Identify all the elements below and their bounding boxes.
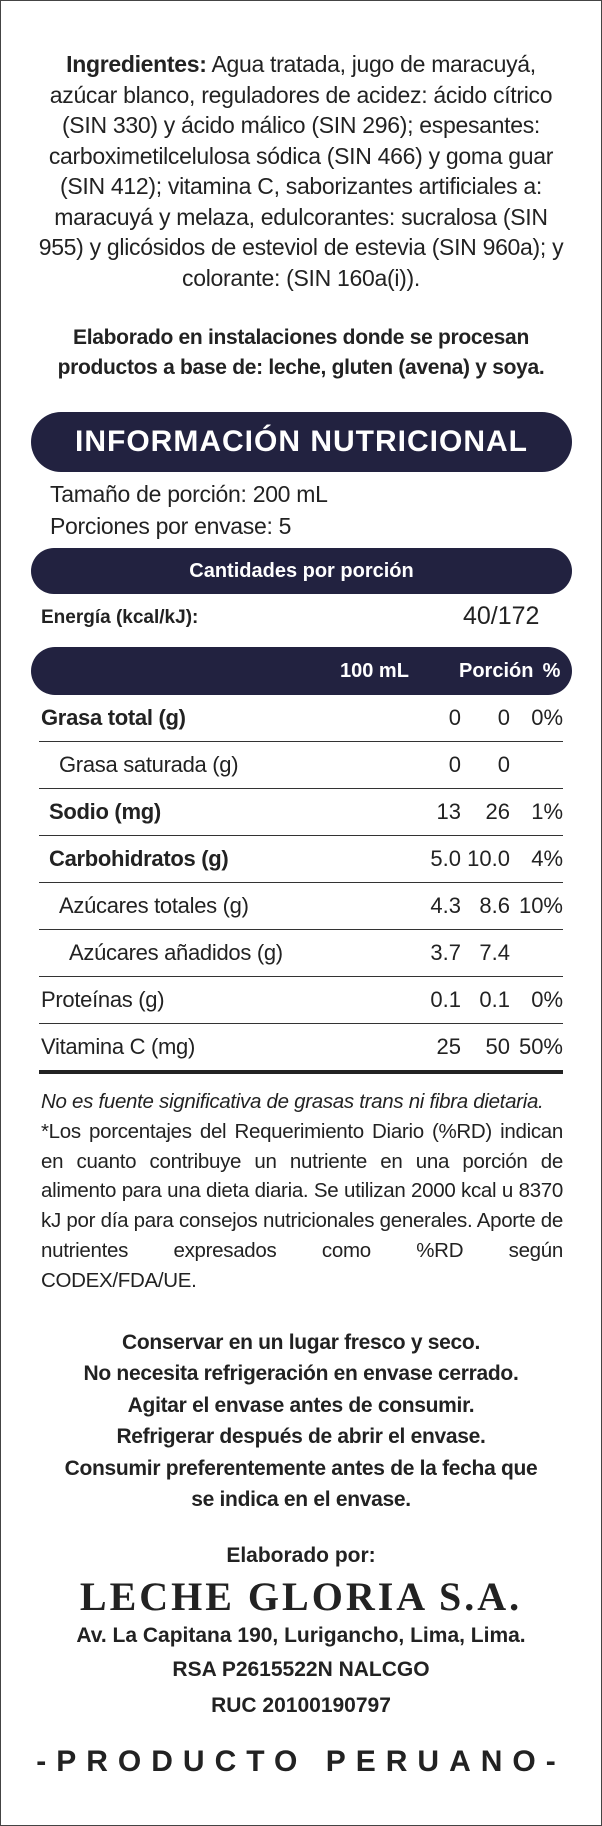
value-rd: 0% [531, 705, 563, 730]
ingredients-list: Agua tratada, jugo de maracuyá, azúcar b… [38, 51, 564, 291]
value-per-portion: 0.1 [479, 987, 510, 1012]
serving-size: Tamaño de porción: 200 mL [50, 481, 328, 507]
value-per-100: 3.7 [430, 940, 461, 965]
made-by-label: Elaborado por: [226, 1544, 376, 1567]
value-per-100: 0.1 [430, 987, 461, 1012]
nutrition-table-header: 100 mL Porción % RD* [31, 647, 572, 730]
ruc-code: RUC 20100190797 [211, 1694, 391, 1717]
value-per-100: 13 [436, 799, 461, 824]
nutrition-title: INFORMACIÓN NUTRICIONAL [31, 412, 572, 472]
table-row: Vitamina C (mg) 25 50 50% [39, 1024, 563, 1074]
value-rd: 1% [531, 799, 563, 824]
nutrient-name: Grasa total (g) [41, 705, 186, 730]
value-per-portion: 10.0 [467, 846, 510, 871]
column-per-100: 100 mL [340, 660, 409, 682]
nutrient-name: Grasa saturada (g) [59, 752, 239, 777]
nutrient-name: Carbohidratos (g) [49, 846, 229, 871]
servings-per-container: Porciones por envase: 5 [50, 513, 292, 539]
rd-explanation: *Los porcentajes del Requerimiento Diari… [41, 1120, 563, 1292]
nutrient-name: Vitamina C (mg) [41, 1034, 196, 1059]
company-name: LECHE GLORIA S.A. [79, 1574, 523, 1619]
value-per-100: 0 [448, 752, 461, 777]
nutrient-name: Proteínas (g) [41, 987, 165, 1012]
no-source-note: No es fuente significativa de grasas tra… [41, 1090, 544, 1113]
value-per-portion: 8.6 [479, 893, 510, 918]
table-row: Proteínas (g) 0.1 0.1 0% [39, 977, 563, 1024]
storage-line: No necesita refrigeración en envase cerr… [83, 1362, 519, 1386]
nutrient-name: Sodio (mg) [49, 799, 161, 824]
nutrient-name: Azúcares añadidos (g) [69, 940, 283, 965]
per-serving-header: Cantidades por porción [31, 548, 572, 594]
value-per-100: 5.0 [430, 846, 461, 871]
ingredients-label: Ingredientes: [66, 51, 207, 77]
company-address: Av. La Capitana 190, Lurigancho, Lima, L… [76, 1624, 526, 1647]
storage-instructions: Conservar en un lugar fresco y seco. No … [31, 1327, 571, 1515]
storage-line: Consumir preferentemente antes de la fec… [64, 1456, 538, 1480]
storage-line: Agitar el envase antes de consumir. [127, 1393, 475, 1417]
value-per-100: 4.3 [430, 893, 461, 918]
value-per-100: 25 [436, 1034, 461, 1059]
value-rd: 4% [531, 846, 563, 871]
nutrient-name: Azúcares totales (g) [59, 893, 249, 918]
value-per-portion: 7.4 [479, 940, 510, 965]
energy-label: Energía (kcal/kJ): [41, 607, 199, 628]
value-per-portion: 0 [497, 752, 510, 777]
table-row: Sodio (mg) 13 26 1% [39, 789, 563, 836]
value-rd: 10% [518, 893, 563, 918]
value-per-portion: 26 [485, 799, 510, 824]
allergen-note: Elaborado en instalaciones donde se proc… [57, 326, 545, 379]
value-per-100: 0 [448, 705, 461, 730]
table-row: Carbohidratos (g) 5.0 10.0 4% [39, 836, 563, 883]
rsa-code: RSA P2615522N NALCGO [172, 1658, 430, 1681]
energy-value: 40/172 [463, 602, 540, 630]
origin-banner: -PRODUCTO PERUANO- [36, 1745, 566, 1778]
table-row: Azúcares añadidos (g) 3.7 7.4 [39, 930, 563, 977]
value-rd: 0% [531, 987, 563, 1012]
table-row: Grasa total (g) 0 0 0% [39, 695, 563, 742]
column-per-portion: Porción [459, 660, 534, 682]
storage-line: Conservar en un lugar fresco y seco. [121, 1331, 480, 1354]
ingredients-text: Ingredientes: Agua tratada, jugo de mara… [31, 49, 571, 293]
value-per-portion: 50 [485, 1034, 510, 1059]
storage-line: Refrigerar después de abrir el envase. [116, 1425, 486, 1449]
value-per-portion: 0 [497, 705, 510, 730]
table-row: Azúcares totales (g) 4.3 8.6 10% [39, 883, 563, 930]
table-row: Grasa saturada (g) 0 0 [39, 742, 563, 789]
value-rd: 50% [518, 1034, 563, 1059]
storage-line: se indica en el envase. [191, 1488, 411, 1512]
column-rd: % RD* [533, 660, 570, 730]
